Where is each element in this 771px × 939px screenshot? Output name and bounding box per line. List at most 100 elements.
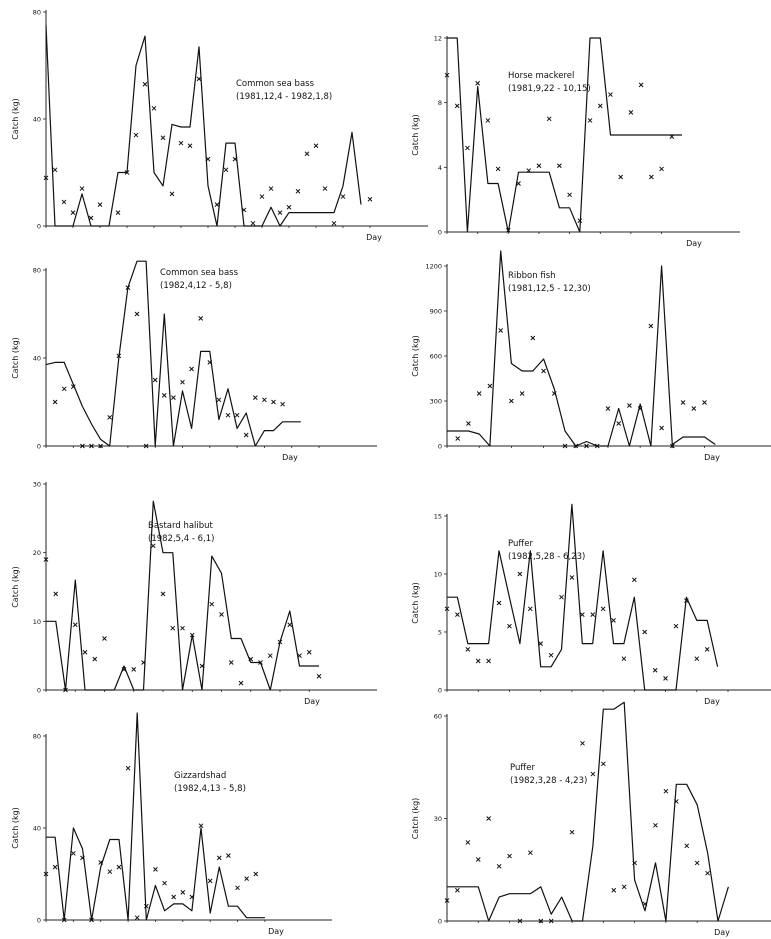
data-point-marker xyxy=(638,82,644,88)
y-tick-label: 1200 xyxy=(425,263,442,271)
data-point-marker xyxy=(680,400,686,405)
catch-line-series xyxy=(447,503,719,691)
data-point-marker xyxy=(684,598,689,604)
data-point-marker xyxy=(557,163,562,169)
data-point-marker xyxy=(153,867,158,872)
data-point-marker xyxy=(444,606,450,612)
data-point-marker xyxy=(277,210,283,215)
data-point-marker xyxy=(88,215,94,221)
y-tick-label: 10 xyxy=(434,571,442,579)
data-point-marker xyxy=(107,415,113,420)
data-point-marker xyxy=(79,186,85,191)
data-point-marker xyxy=(486,658,491,664)
data-point-marker xyxy=(340,194,346,199)
data-point-marker xyxy=(669,134,675,139)
data-point-marker xyxy=(694,656,700,662)
y-tick-label: 0 xyxy=(37,443,41,451)
chart-subtitle: (1982,4,13 - 5,8) xyxy=(174,784,246,794)
data-point-marker xyxy=(235,885,240,891)
data-point-marker xyxy=(209,601,215,607)
data-point-marker xyxy=(160,135,166,141)
data-point-marker xyxy=(567,192,572,198)
data-point-marker xyxy=(238,680,244,686)
data-point-marker xyxy=(517,918,523,924)
data-point-marker xyxy=(97,202,103,207)
catch-line-series xyxy=(46,712,265,921)
data-point-marker xyxy=(648,323,654,329)
data-point-marker xyxy=(496,600,502,606)
data-point-marker xyxy=(80,855,85,861)
data-point-marker xyxy=(133,132,139,138)
data-point-marker xyxy=(594,443,600,449)
data-point-marker xyxy=(527,606,533,612)
data-point-marker xyxy=(70,384,76,389)
data-point-marker xyxy=(673,799,679,804)
data-point-marker xyxy=(61,386,67,392)
catch-line-series xyxy=(447,250,716,447)
data-point-marker xyxy=(116,353,122,359)
chart-panel: 0 10 20 30 Catch (kg) Day Bastard halibut (1982… xyxy=(11,481,377,706)
data-point-marker xyxy=(98,443,103,449)
y-tick-label: 30 xyxy=(434,815,442,823)
y-tick-label: 0 xyxy=(37,223,41,231)
data-point-marker xyxy=(134,915,140,921)
data-point-marker xyxy=(455,887,460,893)
data-point-marker xyxy=(43,557,49,562)
x-axis-label: Day xyxy=(686,239,702,248)
data-point-marker xyxy=(569,575,575,580)
data-point-marker xyxy=(150,543,156,549)
y-tick-label: 20 xyxy=(33,549,41,557)
data-point-marker xyxy=(180,890,186,895)
data-point-marker xyxy=(152,377,158,383)
data-point-marker xyxy=(637,406,643,411)
data-point-marker xyxy=(444,898,450,903)
data-point-marker xyxy=(505,228,511,233)
x-axis-label: Day xyxy=(304,697,320,706)
data-point-marker xyxy=(600,761,606,767)
y-tick-label: 300 xyxy=(430,398,442,406)
data-point-marker xyxy=(331,220,337,226)
data-point-marker xyxy=(271,399,276,405)
x-axis-label: Day xyxy=(366,233,382,242)
data-point-marker xyxy=(80,443,85,449)
data-point-marker xyxy=(548,918,554,924)
data-point-marker xyxy=(71,850,76,856)
data-point-marker xyxy=(102,636,107,641)
data-point-marker xyxy=(43,871,49,877)
data-point-marker xyxy=(316,673,322,679)
data-point-marker xyxy=(306,649,312,655)
data-point-marker xyxy=(536,163,542,169)
data-point-marker xyxy=(530,335,536,341)
data-point-marker xyxy=(295,188,301,194)
data-point-marker xyxy=(170,625,176,631)
data-point-marker xyxy=(52,167,58,173)
data-point-marker xyxy=(250,220,256,226)
chart-subtitle: (1982,3,28 - 4,23) xyxy=(510,776,587,786)
data-point-marker xyxy=(189,894,195,900)
y-tick-label: 40 xyxy=(33,116,41,124)
data-point-marker xyxy=(63,687,68,693)
data-point-marker xyxy=(600,606,606,612)
data-point-marker xyxy=(597,103,603,109)
data-point-marker xyxy=(187,143,193,149)
y-tick-label: 0 xyxy=(438,918,442,926)
data-point-marker xyxy=(225,412,231,418)
data-point-marker xyxy=(268,186,274,191)
data-point-marker xyxy=(253,871,259,877)
data-point-marker xyxy=(627,403,632,408)
chart-title: Bastard halibut xyxy=(148,521,214,531)
data-point-marker xyxy=(189,632,195,638)
data-point-marker xyxy=(107,869,113,875)
y-tick-label: 60 xyxy=(434,713,442,721)
data-point-marker xyxy=(241,207,247,213)
data-point-marker xyxy=(632,860,637,866)
data-point-marker xyxy=(161,393,167,398)
data-point-marker xyxy=(496,863,502,869)
data-point-marker xyxy=(659,166,664,172)
data-point-marker xyxy=(121,667,127,672)
y-tick-label: 4 xyxy=(438,164,442,172)
data-point-marker xyxy=(454,103,460,109)
data-point-marker xyxy=(652,667,658,673)
data-point-marker xyxy=(116,864,122,870)
